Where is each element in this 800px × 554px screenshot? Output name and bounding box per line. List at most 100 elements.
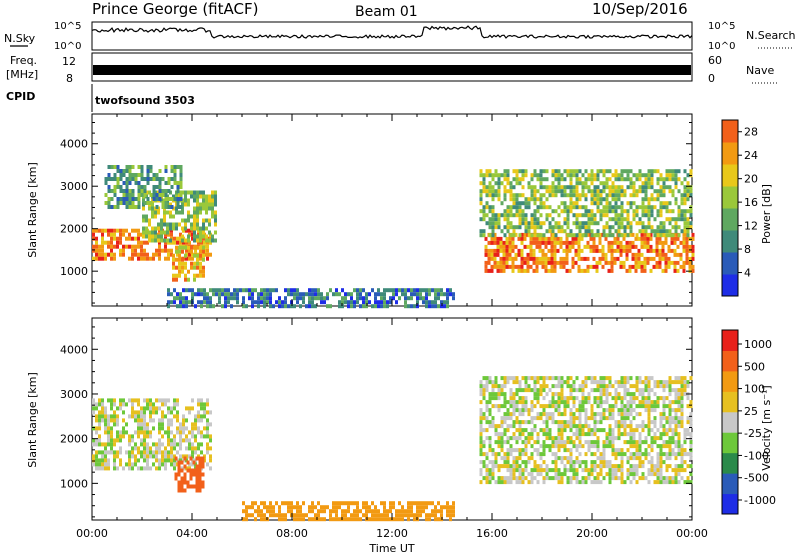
echo-cell	[494, 189, 498, 194]
echo-cell	[548, 388, 552, 393]
echo-cell	[635, 189, 639, 194]
echo-cell	[125, 244, 128, 249]
echo-cell	[656, 452, 660, 457]
echo-cell	[95, 458, 98, 463]
echo-cell	[323, 517, 326, 522]
echo-cell	[428, 501, 431, 506]
echo-cell	[536, 392, 540, 397]
echo-cell	[659, 193, 663, 198]
echo-cell	[673, 260, 677, 265]
echo-cell	[631, 256, 635, 261]
echo-cell	[122, 201, 126, 205]
echo-cell	[502, 268, 506, 273]
echo-cell	[539, 181, 543, 186]
echo-cell	[563, 412, 567, 417]
echo-cell	[179, 300, 182, 305]
echo-cell	[193, 261, 196, 266]
echo-cell	[590, 460, 594, 465]
echo-cell	[578, 436, 582, 441]
echo-cell	[515, 468, 519, 473]
echo-cell	[668, 221, 672, 226]
echo-cell	[195, 480, 199, 485]
echo-cell	[140, 414, 143, 419]
echo-cell	[539, 472, 543, 477]
echo-cell	[101, 406, 104, 411]
echo-cell	[653, 169, 657, 174]
echo-cell	[193, 226, 196, 231]
echo-cell	[554, 444, 558, 449]
echo-cell	[581, 193, 585, 198]
echo-cell	[575, 376, 579, 381]
echo-cell	[113, 422, 116, 427]
echo-cell	[665, 420, 669, 425]
echo-cell	[638, 376, 642, 381]
echo-cell	[107, 165, 111, 169]
echo-cell	[617, 197, 621, 202]
echo-cell	[653, 420, 657, 425]
echo-cell	[640, 236, 644, 241]
echo-cell	[557, 408, 561, 413]
echo-cell	[187, 214, 190, 219]
echo-cell	[196, 194, 199, 199]
echo-cell	[671, 436, 675, 441]
echo-cell	[191, 426, 194, 431]
echo-cell	[491, 225, 495, 230]
echo-cell	[152, 418, 155, 423]
echo-cell	[257, 296, 260, 301]
echo-cell	[251, 513, 254, 518]
echo-cell	[659, 444, 663, 449]
colorbar-swatch	[722, 350, 738, 372]
echo-cell	[179, 169, 183, 173]
echo-cell	[632, 472, 636, 477]
echo-cell	[683, 460, 687, 465]
echo-cell	[545, 392, 549, 397]
echo-cell	[221, 304, 224, 309]
echo-cell	[434, 509, 437, 514]
echo-cell	[563, 400, 567, 405]
echo-cell	[580, 236, 584, 241]
echo-cell	[314, 296, 317, 301]
echo-cell	[437, 501, 440, 506]
echo-cell	[206, 240, 209, 245]
echo-cell	[383, 517, 386, 522]
echo-cell	[350, 517, 353, 522]
echo-cell	[607, 248, 611, 253]
echo-cell	[512, 472, 516, 477]
echo-cell	[497, 432, 501, 437]
echo-cell	[176, 236, 179, 241]
echo-cell	[688, 244, 692, 249]
echo-cell	[199, 261, 202, 266]
echo-cell	[593, 412, 597, 417]
echo-cell	[629, 436, 633, 441]
echo-cell	[641, 388, 645, 393]
echo-cell	[140, 426, 143, 431]
echo-cell	[638, 217, 642, 222]
echo-cell	[202, 269, 205, 274]
echo-cell	[539, 384, 543, 389]
echo-cell	[575, 197, 579, 202]
echo-cell	[527, 456, 531, 461]
echo-cell	[545, 428, 549, 433]
echo-cell	[680, 229, 684, 234]
echo-cell	[682, 248, 686, 253]
echo-cell	[674, 428, 678, 433]
echo-cell	[176, 426, 179, 431]
echo-cell	[652, 248, 656, 253]
echo-cell	[172, 277, 175, 282]
echo-cell	[359, 288, 362, 293]
echo-cell	[632, 217, 636, 222]
echo-cell	[563, 189, 567, 194]
echo-cell	[500, 464, 504, 469]
echo-cell	[208, 198, 211, 203]
echo-cell	[566, 221, 570, 226]
echo-cell	[509, 424, 513, 429]
echo-cell	[193, 222, 196, 227]
echo-cell	[587, 221, 591, 226]
colorbar-swatch	[722, 370, 738, 392]
echo-cell	[517, 236, 521, 241]
echo-cell	[547, 260, 551, 265]
echo-cell	[550, 240, 554, 245]
echo-cell	[374, 505, 377, 510]
echo-cell	[563, 448, 567, 453]
echo-cell	[527, 185, 531, 190]
